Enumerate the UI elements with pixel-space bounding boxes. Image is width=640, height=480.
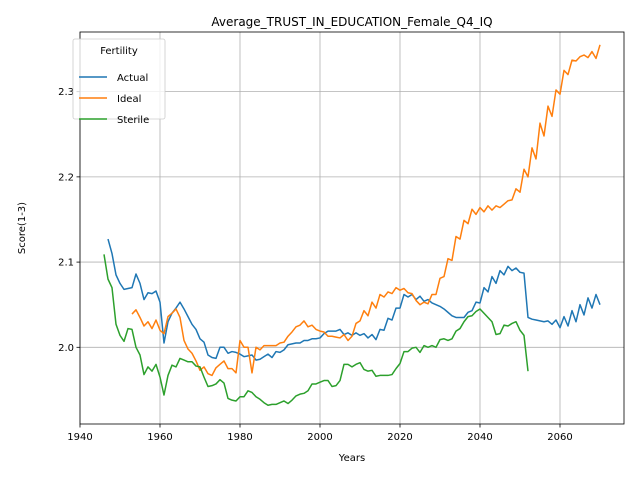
legend-label-sterile: Sterile (117, 115, 149, 126)
x-tick-label: 2020 (387, 432, 412, 443)
chart-title: Average_TRUST_IN_EDUCATION_Female_Q4_IQ (211, 15, 492, 29)
series-line-ideal (131, 44, 601, 377)
y-tick-label: 2.2 (58, 172, 74, 183)
x-tick-label: 2000 (307, 432, 332, 443)
series-line-sterile (103, 254, 529, 406)
axis-ticks: 1940 1960 1980 2000 2020 2040 2060 2.0 2.1 2.2 2.3 (58, 87, 573, 443)
x-tick-label: 1960 (147, 432, 172, 443)
series-layer (103, 44, 601, 406)
x-tick-label: 1940 (67, 432, 92, 443)
series-line-actual (107, 238, 601, 361)
legend-title: Fertility (100, 46, 138, 57)
y-tick-label: 2.0 (58, 343, 74, 354)
x-tick-label: 2040 (467, 432, 492, 443)
x-tick-label: 2060 (547, 432, 572, 443)
y-tick-label: 2.1 (58, 258, 74, 269)
legend-label-ideal: Ideal (117, 94, 141, 105)
x-axis-label: Years (338, 453, 365, 464)
y-axis-label: Score(1-3) (17, 202, 28, 254)
plot-frame (79, 31, 625, 425)
x-tick-label: 1980 (227, 432, 252, 443)
legend-label-actual: Actual (117, 73, 148, 84)
y-tick-label: 2.3 (58, 87, 74, 98)
legend: Fertility Actual Ideal Sterile (72, 38, 166, 126)
legend-box (72, 38, 166, 120)
grid-lines (79, 32, 624, 424)
